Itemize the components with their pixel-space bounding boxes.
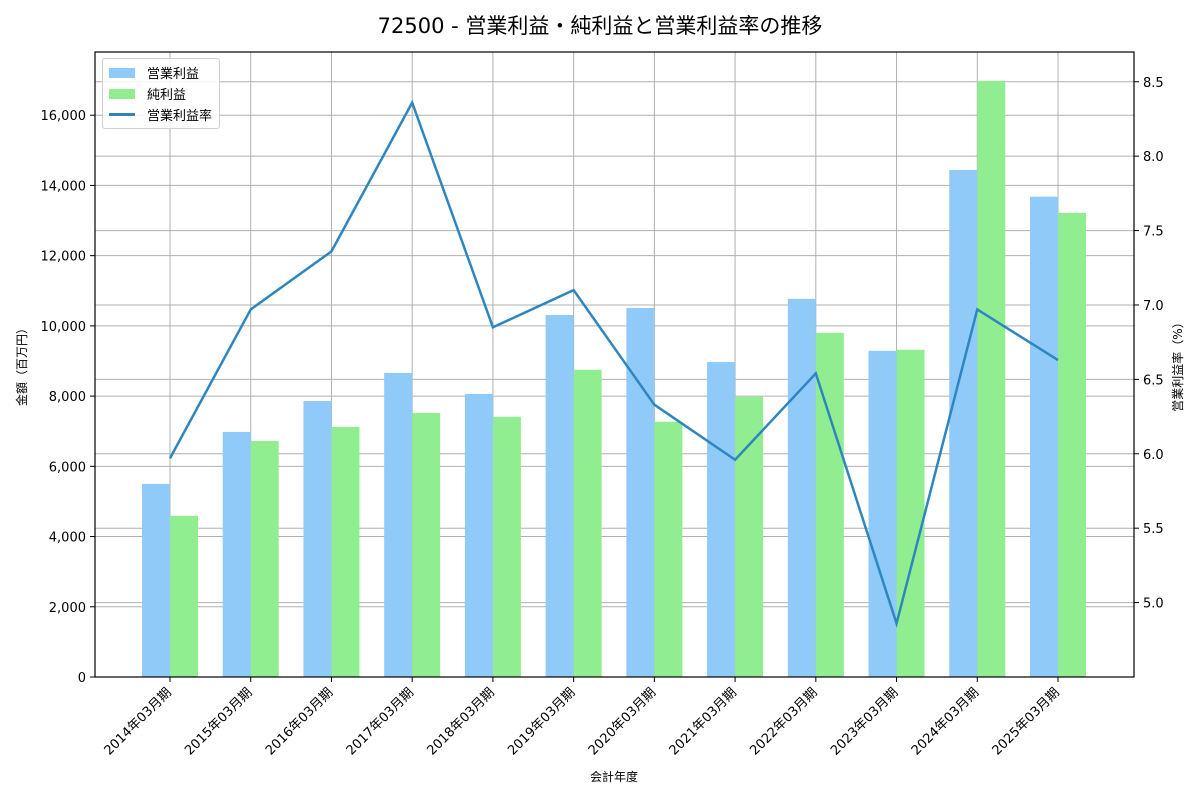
x-tick-label: 2014年03月期 [102,685,175,758]
bar-net-profit [250,441,279,677]
x-tick-label: 2017年03月期 [344,685,417,758]
x-tick-label: 2016年03月期 [263,685,336,758]
x-tick-label: 2019年03月期 [505,685,578,758]
bar-net-profit [170,515,198,677]
chart-title: 72500 - 営業利益・純利益と営業利益率の推移 [377,14,823,38]
right-tick-label: 7.0 [1143,299,1164,314]
right-tick-label: 7.5 [1143,225,1164,240]
x-axis-label: 会計年度 [590,769,638,784]
left-tick-label: 8,000 [49,390,86,405]
bar-operating-profit [142,483,170,677]
bar-operating-profit [222,431,251,677]
legend-line-operating-margin [109,113,135,116]
line-operating-margin [168,99,1059,628]
legend-label: 営業利益率 [147,109,213,124]
left-tick-label: 0 [78,671,86,686]
bar-operating-profit [545,314,574,677]
x-tick-label: 2018年03月期 [424,685,497,758]
line-series [168,99,1059,628]
left-axis-label: 金額（百万円） [14,322,29,406]
legend-swatch-operating-profit [109,67,135,78]
x-tick-label: 2015年03月期 [182,685,255,758]
legend-item-operating-profit: 営業利益 [109,62,212,83]
bar-operating-profit [949,169,978,677]
bar-series [142,80,1086,678]
left-tick-label: 4,000 [49,531,86,546]
left-tick-label: 14,000 [41,179,87,194]
right-tick-label: 8.0 [1143,150,1164,165]
right-tick-label: 5.5 [1143,522,1164,537]
left-tick-label: 16,000 [41,109,87,124]
x-tick-label: 2025年03月期 [990,685,1063,758]
plot-frame [94,51,1135,678]
x-tick-label: 2023年03月期 [828,685,901,758]
bar-net-profit [654,421,683,677]
bar-net-profit [977,80,1006,678]
bar-net-profit [573,369,602,677]
bar-operating-profit [384,372,413,677]
x-tick-label: 2020年03月期 [586,685,659,758]
bar-net-profit [331,427,360,677]
left-tick-label: 2,000 [49,601,86,616]
legend-label: 営業利益 [147,67,200,82]
legend-item-net-profit: 純利益 [109,83,212,104]
right-tick-label: 5.0 [1143,597,1164,612]
left-tick-label: 6,000 [49,460,86,475]
bar-operating-profit [303,401,332,677]
bar-operating-profit [1030,196,1058,678]
bar-operating-profit [868,350,897,677]
x-tick-label: 2024年03月期 [909,685,982,758]
left-tick-label: 10,000 [41,320,87,335]
x-axis: 2014年03月期 2015年03月期 2016年03月期 2017年03月期 2018… [102,677,1063,759]
legend-swatch-net-profit [109,88,135,99]
legend-label: 純利益 [147,88,187,103]
bar-net-profit [492,416,521,677]
bar-operating-profit [707,362,736,677]
left-axis: 0 2,000 4,000 6,000 8,000 10,000 12,000 14,000 1… [41,109,95,686]
right-axis: 5.0 5.5 6.0 6.5 7.0 7.5 8.0 8.5 [1134,76,1164,612]
right-tick-label: 6.5 [1143,373,1164,388]
legend-item-operating-margin: 営業利益率 [109,104,212,125]
x-tick-label: 2022年03月期 [747,685,820,758]
bar-operating-profit [464,393,493,677]
bar-net-profit [735,396,764,677]
x-tick-label: 2021年03月期 [667,685,740,758]
bar-net-profit [896,349,925,677]
right-axis-label: 営業利益率（%） [1170,316,1185,411]
bar-operating-profit [787,298,816,677]
left-tick-label: 12,000 [41,250,87,265]
right-tick-label: 8.5 [1143,76,1164,91]
right-tick-label: 6.0 [1143,448,1164,463]
legend: 営業利益 純利益 営業利益率 [102,58,221,129]
bar-net-profit [412,412,441,677]
bar-operating-profit [626,307,655,677]
bar-net-profit [1058,212,1086,677]
